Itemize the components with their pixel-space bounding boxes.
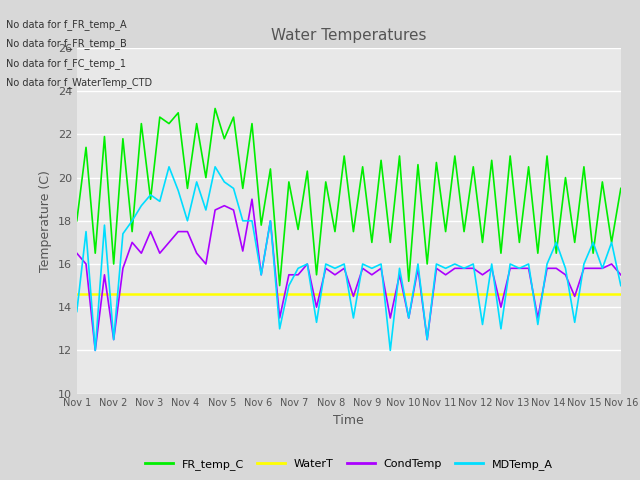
Legend: FR_temp_C, WaterT, CondTemp, MDTemp_A: FR_temp_C, WaterT, CondTemp, MDTemp_A: [140, 455, 557, 474]
Title: Water Temperatures: Water Temperatures: [271, 28, 426, 43]
Text: No data for f_FR_temp_B: No data for f_FR_temp_B: [6, 38, 127, 49]
Text: No data for f_FR_temp_A: No data for f_FR_temp_A: [6, 19, 127, 30]
Text: No data for f_FC_temp_1: No data for f_FC_temp_1: [6, 58, 127, 69]
Y-axis label: Temperature (C): Temperature (C): [39, 170, 52, 272]
Text: No data for f_WaterTemp_CTD: No data for f_WaterTemp_CTD: [6, 77, 152, 88]
X-axis label: Time: Time: [333, 414, 364, 427]
